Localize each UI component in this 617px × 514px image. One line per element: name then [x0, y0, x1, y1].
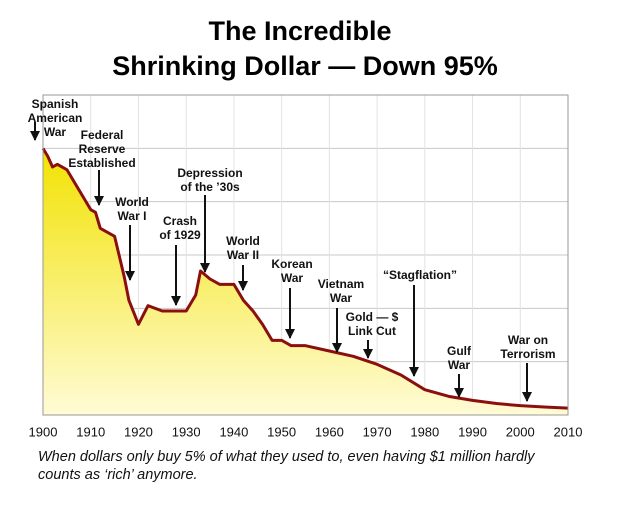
x-tick-label: 1930	[172, 424, 201, 439]
chart-title: Shrinking Dollar — Down 95%	[112, 51, 498, 81]
x-tick-label: 1970	[363, 424, 392, 439]
annotation: Reserve	[79, 142, 126, 156]
x-tick-label: 1950	[267, 424, 296, 439]
annotation: War	[44, 125, 67, 139]
x-tick-label: 1980	[410, 424, 439, 439]
chart-title: The Incredible	[208, 16, 391, 46]
annotation: Vietnam	[318, 277, 364, 291]
x-tick-label: 1940	[219, 424, 248, 439]
x-tick-label: 2010	[554, 424, 583, 439]
annotation: Spanish	[32, 97, 79, 111]
annotation: World	[226, 234, 260, 248]
annotation: American	[28, 111, 83, 125]
x-tick-label: 1960	[315, 424, 344, 439]
annotation: Crash	[163, 214, 197, 228]
annotation: Link Cut	[348, 324, 396, 338]
annotation: World	[115, 195, 149, 209]
x-tick-label: 2000	[506, 424, 535, 439]
annotation: Terrorism	[500, 347, 555, 361]
x-tick-label: 1920	[124, 424, 153, 439]
annotation: Established	[68, 156, 135, 170]
annotation: War I	[118, 209, 147, 223]
annotation: War	[330, 291, 353, 305]
caption: When dollars only buy 5% of what they us…	[38, 449, 535, 465]
plot-frame	[42, 94, 569, 416]
annotation: Gulf	[447, 344, 472, 358]
line	[41, 147, 569, 410]
annotation: Korean	[271, 257, 312, 271]
annotation: War on	[508, 333, 548, 347]
annotation: War	[448, 358, 471, 372]
annotation: Federal	[81, 128, 124, 142]
area	[43, 148, 568, 416]
x-tick-label: 1990	[458, 424, 487, 439]
annotation: Depression	[177, 166, 242, 180]
annotation: of the ’30s	[180, 180, 240, 194]
annotation: War	[281, 271, 304, 285]
annotation: War II	[227, 248, 259, 262]
annotation: of 1929	[159, 228, 201, 242]
caption: counts as ‘rich’ anymore.	[38, 467, 198, 483]
annotation: Gold — $	[346, 310, 399, 324]
x-tick-label: 1900	[29, 424, 58, 439]
x-tick-label: 1910	[76, 424, 105, 439]
annotation: “Stagflation”	[383, 268, 457, 282]
